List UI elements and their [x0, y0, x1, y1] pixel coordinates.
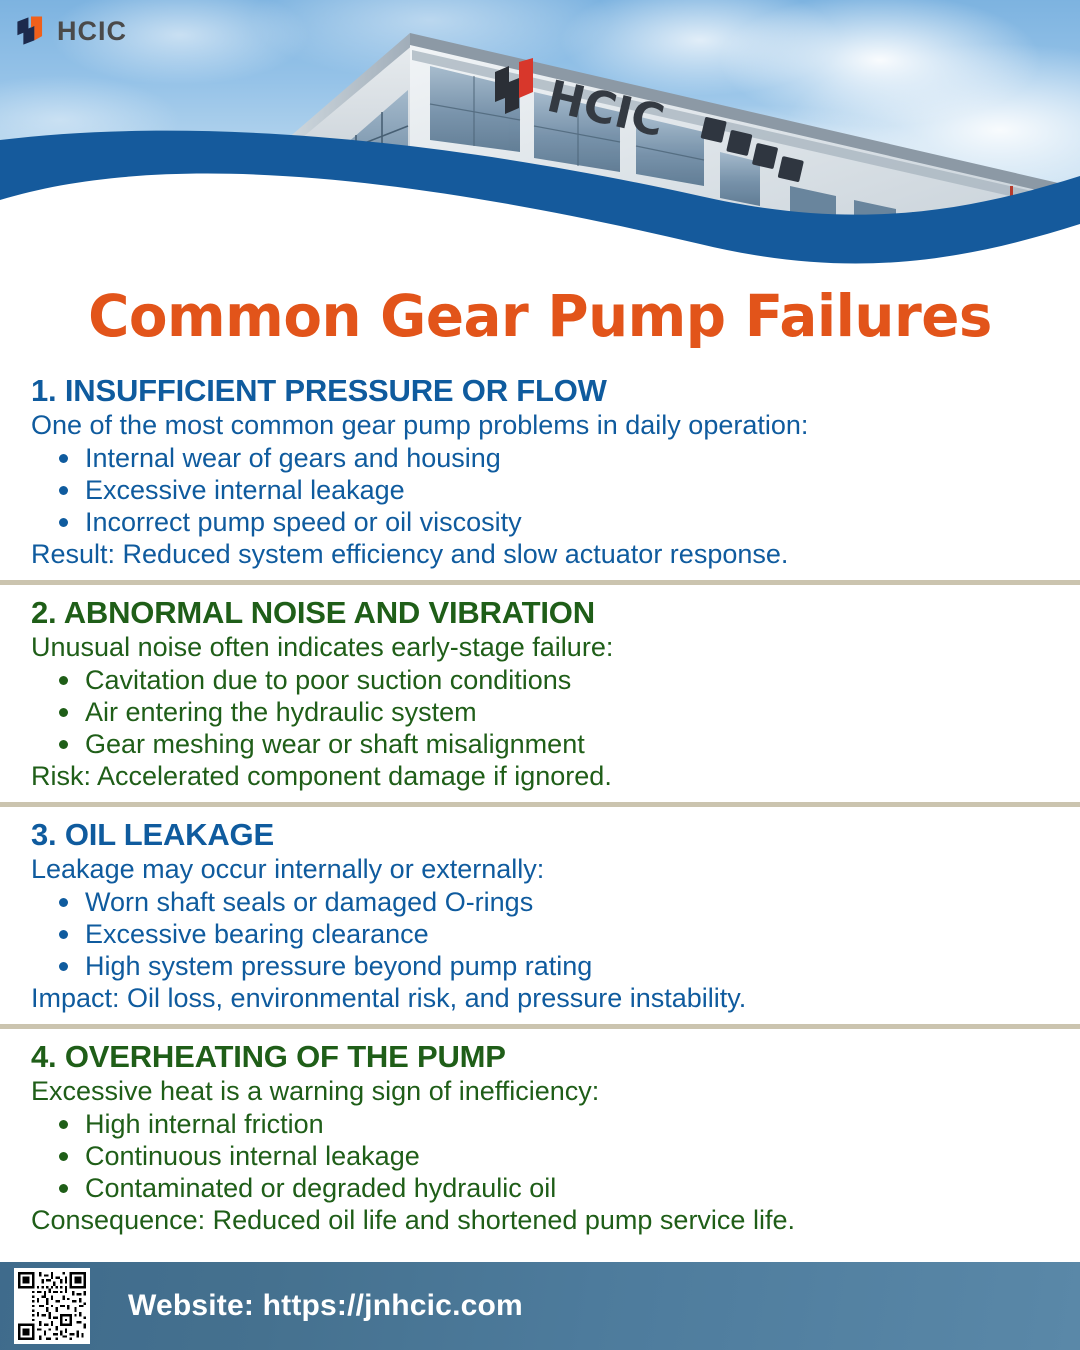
- bullet-icon: [59, 518, 68, 527]
- list-item: Internal wear of gears and housing: [57, 442, 1080, 474]
- section-bullet-list: High internal friction Continuous intern…: [0, 1108, 1080, 1204]
- bullet-icon: [59, 1152, 68, 1161]
- website-label[interactable]: Website: https://jnhcic.com: [128, 1289, 523, 1322]
- brand-name: HCIC: [57, 15, 127, 46]
- section-intro: Unusual noise often indicates early-stag…: [31, 632, 614, 662]
- section-2: 2. ABNORMAL NOISE AND VIBRATION Unusual …: [0, 594, 1080, 793]
- list-item: Incorrect pump speed or oil viscosity: [57, 506, 1080, 538]
- hero-banner: HCIC HCIC: [0, 0, 1080, 275]
- section-divider: [0, 580, 1080, 585]
- list-item-label: Cavitation due to poor suction condition…: [85, 665, 572, 695]
- section-1: 1. INSUFFICIENT PRESSURE OR FLOW One of …: [0, 372, 1080, 571]
- list-item-label: Incorrect pump speed or oil viscosity: [85, 507, 522, 537]
- footer-bar: Website: https://jnhcic.com: [0, 1262, 1080, 1350]
- section-intro: One of the most common gear pump problem…: [31, 410, 809, 440]
- bullet-icon: [59, 1120, 68, 1129]
- bullet-icon: [59, 676, 68, 685]
- page-title: Common Gear Pump Failures: [88, 282, 992, 350]
- section-bullet-list: Internal wear of gears and housing Exces…: [0, 442, 1080, 538]
- list-item-label: Continuous internal leakage: [85, 1141, 420, 1171]
- list-item: Excessive bearing clearance: [57, 918, 1080, 950]
- sections-container: 1. INSUFFICIENT PRESSURE OR FLOW One of …: [0, 372, 1080, 1237]
- list-item-label: Excessive bearing clearance: [85, 919, 429, 949]
- section-bullet-list: Worn shaft seals or damaged O-rings Exce…: [0, 886, 1080, 982]
- list-item-label: Air entering the hydraulic system: [85, 697, 477, 727]
- list-item: Cavitation due to poor suction condition…: [57, 664, 1080, 696]
- section-footer: Risk: Accelerated component damage if ig…: [31, 761, 612, 791]
- bullet-icon: [59, 1184, 68, 1193]
- bullet-icon: [59, 962, 68, 971]
- bullet-icon: [59, 486, 68, 495]
- list-item: Contaminated or degraded hydraulic oil: [57, 1172, 1080, 1204]
- section-bullet-list: Cavitation due to poor suction condition…: [0, 664, 1080, 760]
- list-item: Worn shaft seals or damaged O-rings: [57, 886, 1080, 918]
- list-item: Air entering the hydraulic system: [57, 696, 1080, 728]
- hcic-logo-icon: [17, 16, 43, 45]
- bullet-icon: [59, 454, 68, 463]
- list-item: Continuous internal leakage: [57, 1140, 1080, 1172]
- section-heading: 2. ABNORMAL NOISE AND VIBRATION: [31, 595, 595, 630]
- list-item-label: Contaminated or degraded hydraulic oil: [85, 1173, 557, 1203]
- section-divider: [0, 1024, 1080, 1029]
- section-footer: Impact: Oil loss, environmental risk, an…: [31, 983, 747, 1013]
- section-4: 4. OVERHEATING OF THE PUMP Excessive hea…: [0, 1038, 1080, 1237]
- list-item-label: High system pressure beyond pump rating: [85, 951, 593, 981]
- blue-wave-divider: [0, 130, 1080, 275]
- section-heading: 1. INSUFFICIENT PRESSURE OR FLOW: [31, 373, 607, 408]
- section-intro: Leakage may occur internally or external…: [31, 854, 545, 884]
- bullet-icon: [59, 898, 68, 907]
- section-footer: Consequence: Reduced oil life and shorte…: [31, 1205, 795, 1235]
- qr-code-svg: [18, 1272, 86, 1340]
- section-3: 3. OIL LEAKAGE Leakage may occur interna…: [0, 816, 1080, 1015]
- section-footer: Result: Reduced system efficiency and sl…: [31, 539, 789, 569]
- bullet-icon: [59, 930, 68, 939]
- list-item-label: Worn shaft seals or damaged O-rings: [85, 887, 534, 917]
- list-item: High system pressure beyond pump rating: [57, 950, 1080, 982]
- list-item-label: Internal wear of gears and housing: [85, 443, 501, 473]
- section-divider: [0, 802, 1080, 807]
- bullet-icon: [59, 708, 68, 717]
- list-item: High internal friction: [57, 1108, 1080, 1140]
- list-item-label: Gear meshing wear or shaft misalignment: [85, 729, 585, 759]
- list-item-label: Excessive internal leakage: [85, 475, 405, 505]
- brand-logo: HCIC: [14, 14, 127, 48]
- list-item: Excessive internal leakage: [57, 474, 1080, 506]
- section-intro: Excessive heat is a warning sign of inef…: [31, 1076, 600, 1106]
- list-item: Gear meshing wear or shaft misalignment: [57, 728, 1080, 760]
- list-item-label: High internal friction: [85, 1109, 324, 1139]
- bullet-icon: [59, 740, 68, 749]
- section-heading: 4. OVERHEATING OF THE PUMP: [31, 1039, 506, 1074]
- qr-code-icon[interactable]: [14, 1268, 90, 1344]
- section-heading: 3. OIL LEAKAGE: [31, 817, 274, 852]
